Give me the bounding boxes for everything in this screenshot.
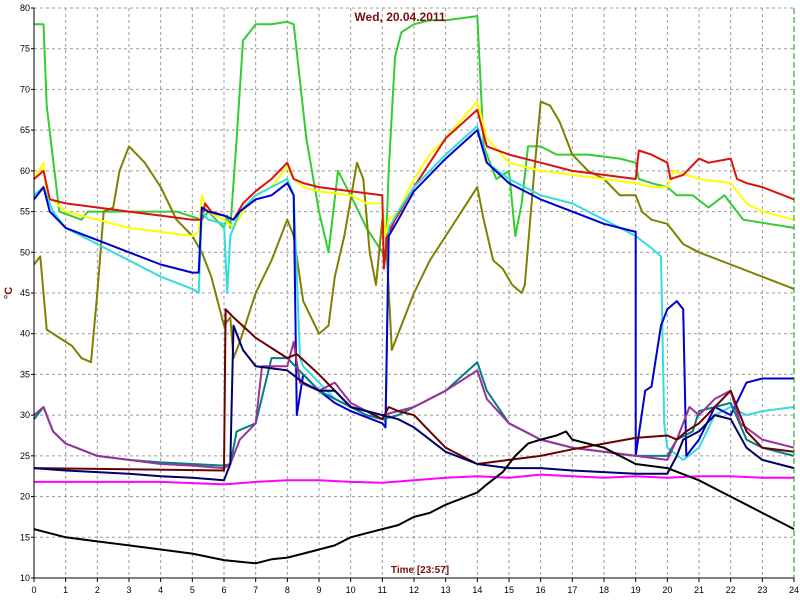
y-tick-label-4: 30 [20, 410, 30, 420]
x-tick-label-22: 22 [726, 585, 736, 595]
y-tick-label-5: 35 [20, 369, 30, 379]
x-tick-label-24: 24 [789, 585, 799, 595]
y-tick-label-0: 10 [20, 573, 30, 583]
y-tick-labels: 10 15 20 25 30 35 40 45 50 55 60 65 70 75 80 [20, 3, 34, 583]
x-tick-label-23: 23 [757, 585, 767, 595]
x-tick-label-4: 4 [158, 585, 163, 595]
grid [34, 7, 794, 578]
x-tick-label-16: 16 [536, 585, 546, 595]
series-line-12 [33, 430, 795, 565]
x-tick-label-0: 0 [31, 585, 36, 595]
x-tick-label-6: 6 [221, 585, 226, 595]
chart-title: Wed, 20.04.2011 [354, 10, 446, 24]
y-axis-label: °C [3, 287, 15, 299]
x-tick-label-19: 19 [631, 585, 641, 595]
x-tick-label-11: 11 [378, 585, 387, 595]
x-tick-label-5: 5 [190, 585, 195, 595]
series-layer [33, 15, 795, 565]
series-line-9 [33, 308, 795, 472]
y-tick-label-2: 20 [20, 492, 30, 502]
x-tick-label-20: 20 [662, 585, 672, 595]
y-tick-label-10: 60 [20, 166, 30, 176]
x-tick-label-17: 17 [567, 585, 577, 595]
series-line-3 [33, 100, 795, 237]
y-tick-label-8: 50 [20, 247, 30, 257]
x-tick-label-14: 14 [472, 585, 482, 595]
y-tick-label-12: 70 [20, 84, 30, 94]
y-tick-label-11: 65 [20, 125, 30, 135]
x-tick-label-21: 21 [694, 585, 704, 595]
y-tick-label-9: 55 [20, 207, 30, 217]
x-tick-label-10: 10 [346, 585, 356, 595]
x-tick-label-12: 12 [409, 585, 419, 595]
x-tick-label-1: 1 [63, 585, 68, 595]
y-tick-label-6: 40 [20, 329, 30, 339]
y-tick-label-14: 80 [20, 3, 30, 13]
x-tick-label-9: 9 [316, 585, 321, 595]
series-line-11 [34, 473, 794, 486]
series-line-4 [33, 108, 795, 270]
y-tick-label-13: 75 [20, 44, 30, 54]
y-tick-label-1: 15 [20, 532, 30, 542]
y-tick-label-3: 25 [20, 451, 30, 461]
x-tick-label-3: 3 [126, 585, 131, 595]
x-tick-label-13: 13 [441, 585, 451, 595]
x-tick-label-18: 18 [599, 585, 609, 595]
x-tick-label-7: 7 [253, 585, 258, 595]
x-tick-label-8: 8 [285, 585, 290, 595]
series-line-10 [33, 324, 795, 482]
x-tick-label-15: 15 [504, 585, 514, 595]
x-tick-label-2: 2 [95, 585, 100, 595]
series-line-6 [33, 129, 794, 457]
x-axis-label: Time [23:57] [391, 565, 449, 576]
series-line-2 [33, 100, 795, 364]
y-tick-label-7: 45 [20, 288, 30, 298]
x-tick-labels: 0 1 2 3 4 5 6 7 8 9 10 11 12 13 14 15 16 17 18 19 20 21 22 23 24 [31, 578, 799, 595]
